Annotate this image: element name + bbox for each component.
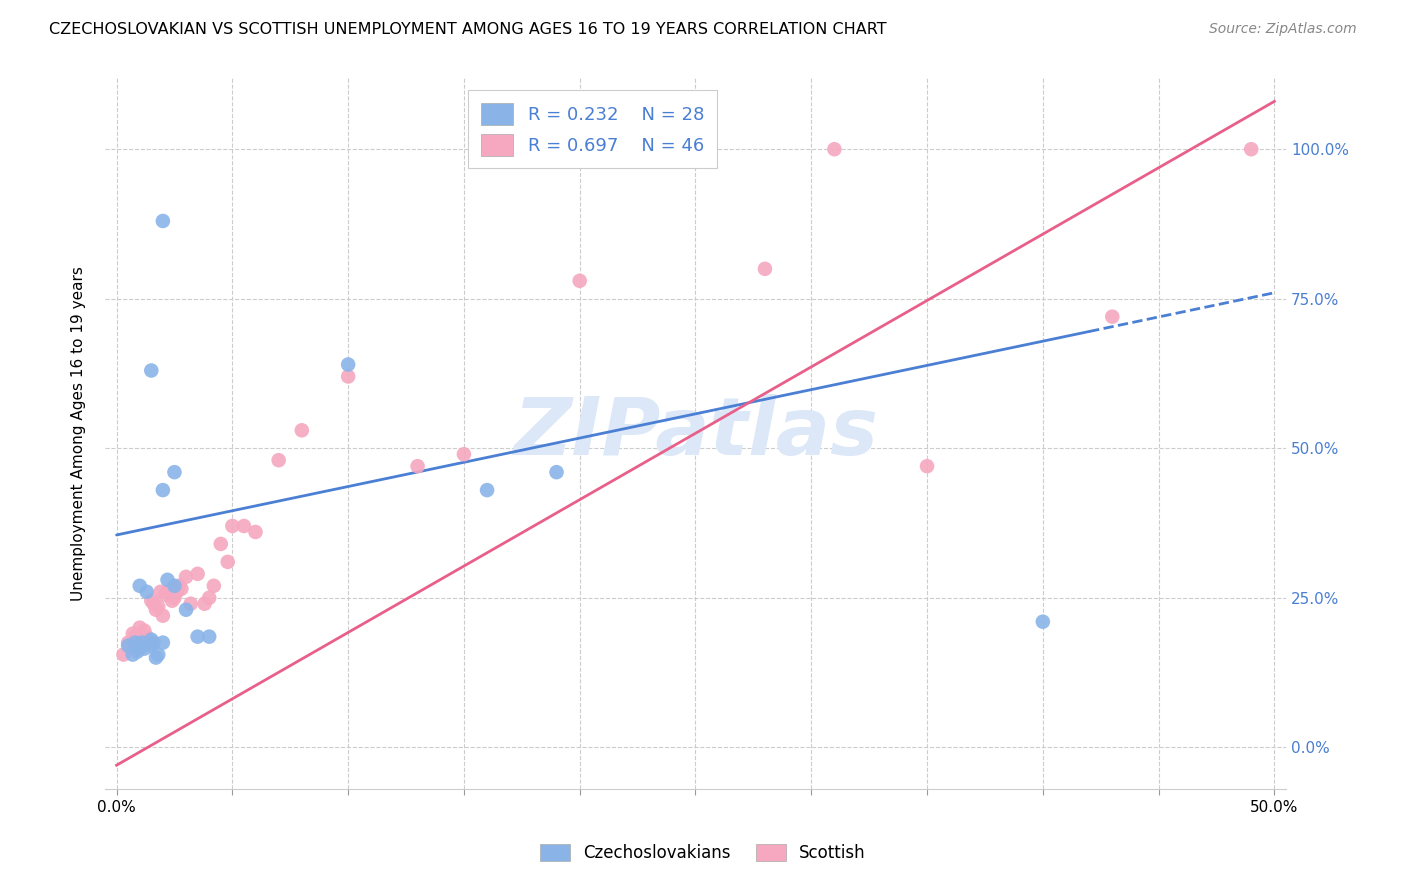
Point	[142, 597, 165, 611]
Point	[1032, 615, 1054, 629]
Point	[124, 630, 146, 644]
Point	[148, 599, 170, 614]
Point	[180, 597, 202, 611]
Point	[754, 261, 776, 276]
Point	[141, 632, 163, 647]
Point	[163, 465, 186, 479]
Point	[174, 603, 197, 617]
Y-axis label: Unemployment Among Ages 16 to 19 years: Unemployment Among Ages 16 to 19 years	[72, 266, 86, 600]
Point	[141, 363, 163, 377]
Point	[120, 641, 142, 656]
Point	[127, 644, 149, 658]
Point	[138, 635, 160, 649]
Point	[128, 579, 150, 593]
Point	[163, 591, 186, 605]
Point	[135, 584, 157, 599]
Point	[134, 624, 156, 638]
Point	[202, 579, 225, 593]
Point	[149, 584, 172, 599]
Point	[127, 635, 149, 649]
Point	[475, 483, 498, 497]
Point	[187, 566, 209, 581]
Point	[152, 214, 174, 228]
Point	[337, 369, 360, 384]
Point	[145, 603, 167, 617]
Point	[406, 459, 429, 474]
Point	[160, 593, 183, 607]
Point	[131, 632, 153, 647]
Point	[121, 648, 143, 662]
Point	[163, 579, 186, 593]
Text: CZECHOSLOVAKIAN VS SCOTTISH UNEMPLOYMENT AMONG AGES 16 TO 19 YEARS CORRELATION C: CZECHOSLOVAKIAN VS SCOTTISH UNEMPLOYMENT…	[49, 22, 887, 37]
Point	[453, 447, 475, 461]
Point	[174, 570, 197, 584]
Point	[209, 537, 232, 551]
Point	[1240, 142, 1263, 156]
Point	[823, 142, 845, 156]
Point	[267, 453, 290, 467]
Point	[142, 635, 165, 649]
Legend: R = 0.232    N = 28, R = 0.697    N = 46: R = 0.232 N = 28, R = 0.697 N = 46	[468, 90, 717, 169]
Point	[117, 639, 139, 653]
Point	[152, 483, 174, 497]
Point	[152, 608, 174, 623]
Point	[148, 648, 170, 662]
Point	[198, 630, 221, 644]
Point	[167, 579, 190, 593]
Point	[193, 597, 215, 611]
Legend: Czechoslovakians, Scottish: Czechoslovakians, Scottish	[531, 836, 875, 871]
Point	[337, 358, 360, 372]
Point	[141, 593, 163, 607]
Point	[117, 635, 139, 649]
Point	[124, 635, 146, 649]
Point	[152, 635, 174, 649]
Point	[121, 626, 143, 640]
Point	[198, 591, 221, 605]
Point	[131, 635, 153, 649]
Point	[128, 621, 150, 635]
Point	[245, 524, 267, 539]
Point	[232, 519, 254, 533]
Point	[170, 582, 193, 596]
Point	[156, 584, 179, 599]
Point	[134, 641, 156, 656]
Point	[141, 639, 163, 653]
Text: ZIPatlas: ZIPatlas	[513, 394, 877, 472]
Point	[145, 650, 167, 665]
Point	[221, 519, 243, 533]
Point	[1101, 310, 1123, 324]
Point	[568, 274, 591, 288]
Point	[128, 641, 150, 656]
Point	[546, 465, 568, 479]
Text: Source: ZipAtlas.com: Source: ZipAtlas.com	[1209, 22, 1357, 37]
Point	[187, 630, 209, 644]
Point	[166, 584, 188, 599]
Point	[915, 459, 938, 474]
Point	[291, 423, 314, 437]
Point	[217, 555, 239, 569]
Point	[112, 648, 135, 662]
Point	[135, 630, 157, 644]
Point	[156, 573, 179, 587]
Point	[153, 588, 176, 602]
